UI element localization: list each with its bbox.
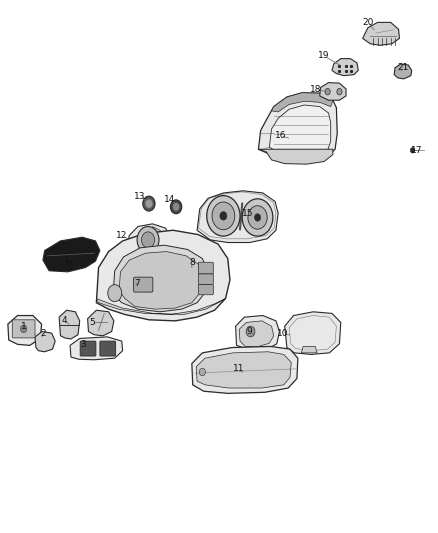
Polygon shape [96, 298, 226, 314]
FancyBboxPatch shape [198, 274, 213, 285]
Circle shape [212, 202, 235, 230]
Polygon shape [119, 252, 202, 309]
Polygon shape [8, 316, 42, 345]
Circle shape [145, 199, 152, 208]
Circle shape [170, 200, 182, 214]
Text: 14: 14 [164, 196, 176, 204]
Circle shape [220, 212, 227, 220]
Polygon shape [320, 83, 346, 100]
Circle shape [207, 196, 240, 236]
Polygon shape [197, 191, 278, 243]
Text: 7: 7 [134, 279, 140, 288]
Polygon shape [269, 105, 331, 157]
Text: 9: 9 [247, 327, 253, 336]
Text: 20: 20 [362, 18, 374, 27]
Text: 15: 15 [242, 209, 253, 217]
Polygon shape [152, 227, 166, 256]
Polygon shape [239, 321, 274, 346]
Text: 12: 12 [116, 231, 127, 240]
Circle shape [108, 285, 122, 302]
Text: 21: 21 [397, 63, 409, 72]
FancyBboxPatch shape [100, 341, 116, 356]
Text: 11: 11 [233, 365, 244, 373]
Polygon shape [258, 93, 337, 160]
Circle shape [199, 368, 205, 376]
Text: 17: 17 [411, 146, 423, 155]
Polygon shape [301, 346, 317, 353]
Text: 16: 16 [275, 132, 286, 140]
Circle shape [246, 326, 255, 337]
Polygon shape [332, 59, 358, 76]
Polygon shape [35, 332, 55, 352]
Polygon shape [236, 316, 279, 350]
Text: 4: 4 [62, 317, 67, 325]
Text: 19: 19 [318, 52, 330, 60]
Polygon shape [131, 273, 157, 296]
Circle shape [242, 199, 273, 236]
FancyBboxPatch shape [80, 341, 96, 356]
Circle shape [410, 148, 415, 153]
Text: 5: 5 [89, 318, 95, 327]
Polygon shape [258, 149, 333, 164]
Circle shape [141, 232, 155, 248]
Polygon shape [96, 230, 230, 321]
Polygon shape [70, 337, 123, 360]
Polygon shape [394, 64, 412, 79]
Text: 2: 2 [40, 329, 46, 337]
Circle shape [21, 325, 27, 333]
FancyBboxPatch shape [134, 277, 153, 292]
Circle shape [173, 203, 179, 211]
Polygon shape [59, 310, 80, 339]
Polygon shape [113, 245, 208, 312]
Text: 8: 8 [189, 258, 195, 266]
Text: 13: 13 [134, 192, 146, 200]
FancyBboxPatch shape [12, 320, 35, 338]
Polygon shape [272, 93, 333, 112]
Circle shape [248, 206, 267, 229]
Polygon shape [43, 237, 100, 272]
Text: 6: 6 [65, 257, 71, 265]
Polygon shape [285, 312, 341, 354]
Polygon shape [127, 224, 171, 257]
Circle shape [254, 214, 261, 221]
Text: 3: 3 [80, 341, 86, 349]
FancyBboxPatch shape [198, 285, 213, 295]
Circle shape [325, 88, 330, 95]
FancyBboxPatch shape [198, 262, 213, 274]
Circle shape [337, 88, 342, 95]
Circle shape [137, 227, 159, 253]
Text: 18: 18 [310, 85, 321, 94]
Polygon shape [363, 22, 399, 45]
Polygon shape [196, 352, 291, 388]
Text: 10: 10 [277, 329, 288, 337]
Polygon shape [88, 310, 114, 336]
Text: 1: 1 [21, 322, 27, 330]
Polygon shape [192, 346, 298, 393]
Circle shape [143, 196, 155, 211]
